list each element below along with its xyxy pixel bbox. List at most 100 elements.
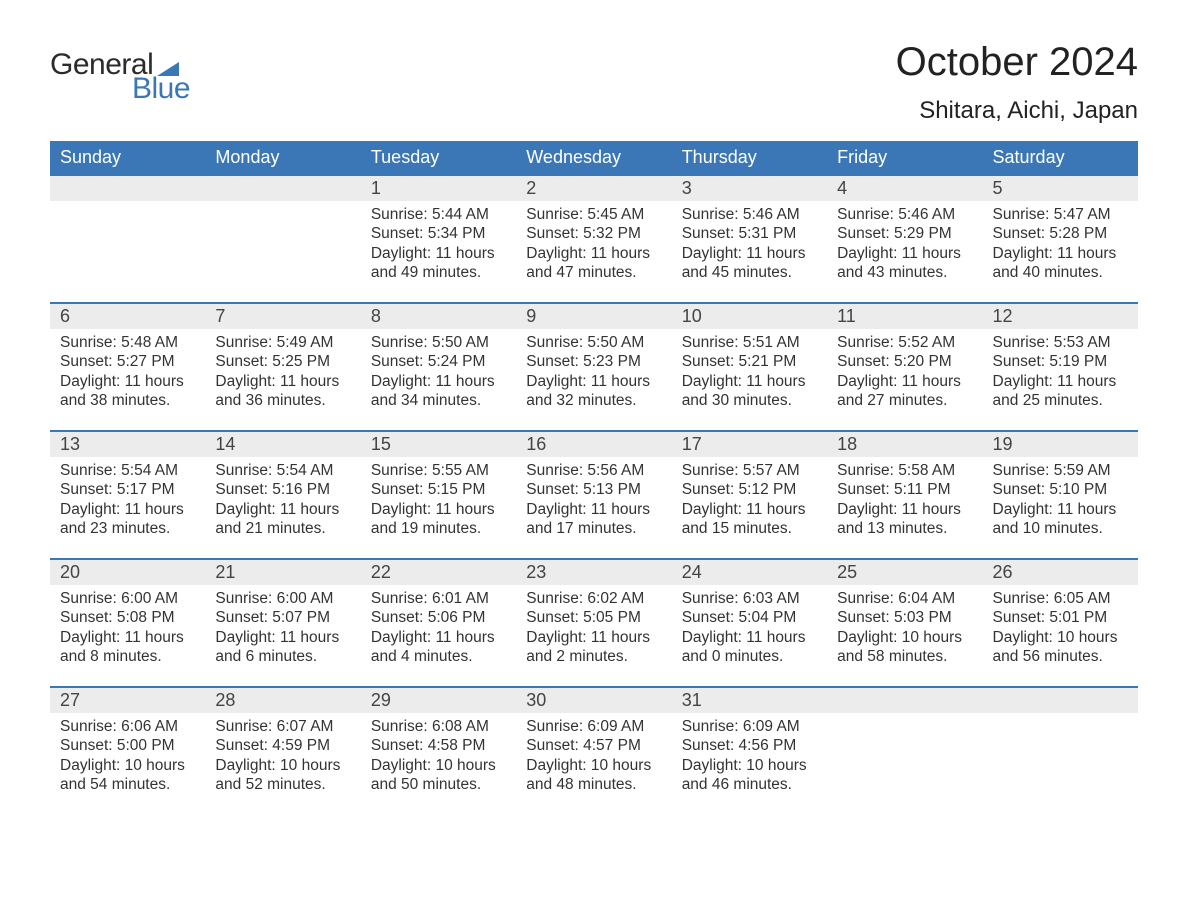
sunset-line: Sunset: 4:58 PM — [371, 736, 506, 755]
sunrise-line: Sunrise: 5:54 AM — [60, 461, 195, 480]
day-body: Sunrise: 5:58 AMSunset: 5:11 PMDaylight:… — [827, 457, 982, 547]
day-number: 8 — [361, 304, 516, 329]
calendar-cell: 15Sunrise: 5:55 AMSunset: 5:15 PMDayligh… — [361, 431, 516, 559]
calendar-cell — [827, 687, 982, 815]
day-number: 26 — [983, 560, 1138, 585]
header-row: Sunday Monday Tuesday Wednesday Thursday… — [50, 141, 1138, 175]
daylight-line: Daylight: 11 hours and 6 minutes. — [215, 628, 350, 667]
calendar-cell: 7Sunrise: 5:49 AMSunset: 5:25 PMDaylight… — [205, 303, 360, 431]
sunset-line: Sunset: 5:31 PM — [682, 224, 817, 243]
calendar-week: 27Sunrise: 6:06 AMSunset: 5:00 PMDayligh… — [50, 687, 1138, 815]
calendar-cell: 3Sunrise: 5:46 AMSunset: 5:31 PMDaylight… — [672, 175, 827, 303]
sunrise-line: Sunrise: 5:59 AM — [993, 461, 1128, 480]
daylight-line: Daylight: 11 hours and 43 minutes. — [837, 244, 972, 283]
daylight-line: Daylight: 11 hours and 27 minutes. — [837, 372, 972, 411]
sunrise-line: Sunrise: 5:53 AM — [993, 333, 1128, 352]
day-body — [205, 201, 360, 213]
logo-text-blue: Blue — [132, 72, 190, 106]
day-body — [983, 713, 1138, 725]
sunset-line: Sunset: 5:34 PM — [371, 224, 506, 243]
daylight-line: Daylight: 11 hours and 17 minutes. — [526, 500, 661, 539]
day-body: Sunrise: 5:55 AMSunset: 5:15 PMDaylight:… — [361, 457, 516, 547]
sunset-line: Sunset: 4:57 PM — [526, 736, 661, 755]
sunset-line: Sunset: 5:21 PM — [682, 352, 817, 371]
day-body: Sunrise: 6:06 AMSunset: 5:00 PMDaylight:… — [50, 713, 205, 803]
day-body: Sunrise: 6:03 AMSunset: 5:04 PMDaylight:… — [672, 585, 827, 675]
day-body: Sunrise: 6:01 AMSunset: 5:06 PMDaylight:… — [361, 585, 516, 675]
col-saturday: Saturday — [983, 141, 1138, 175]
day-number: 18 — [827, 432, 982, 457]
sunset-line: Sunset: 5:04 PM — [682, 608, 817, 627]
day-body: Sunrise: 5:46 AMSunset: 5:31 PMDaylight:… — [672, 201, 827, 291]
sunrise-line: Sunrise: 5:51 AM — [682, 333, 817, 352]
sunset-line: Sunset: 5:16 PM — [215, 480, 350, 499]
daylight-line: Daylight: 11 hours and 19 minutes. — [371, 500, 506, 539]
day-body: Sunrise: 5:45 AMSunset: 5:32 PMDaylight:… — [516, 201, 671, 291]
sunset-line: Sunset: 5:12 PM — [682, 480, 817, 499]
day-body: Sunrise: 5:51 AMSunset: 5:21 PMDaylight:… — [672, 329, 827, 419]
day-number: 9 — [516, 304, 671, 329]
sunset-line: Sunset: 5:32 PM — [526, 224, 661, 243]
calendar-cell: 30Sunrise: 6:09 AMSunset: 4:57 PMDayligh… — [516, 687, 671, 815]
day-body: Sunrise: 5:50 AMSunset: 5:24 PMDaylight:… — [361, 329, 516, 419]
sunrise-line: Sunrise: 5:55 AM — [371, 461, 506, 480]
sunset-line: Sunset: 5:29 PM — [837, 224, 972, 243]
day-number: 2 — [516, 176, 671, 201]
daylight-line: Daylight: 10 hours and 52 minutes. — [215, 756, 350, 795]
day-number: 23 — [516, 560, 671, 585]
sunrise-line: Sunrise: 5:58 AM — [837, 461, 972, 480]
sunrise-line: Sunrise: 6:01 AM — [371, 589, 506, 608]
daylight-line: Daylight: 11 hours and 4 minutes. — [371, 628, 506, 667]
calendar-week: 6Sunrise: 5:48 AMSunset: 5:27 PMDaylight… — [50, 303, 1138, 431]
sunset-line: Sunset: 5:28 PM — [993, 224, 1128, 243]
day-number: 24 — [672, 560, 827, 585]
calendar-cell — [983, 687, 1138, 815]
sunrise-line: Sunrise: 6:02 AM — [526, 589, 661, 608]
sunrise-line: Sunrise: 5:56 AM — [526, 461, 661, 480]
sunset-line: Sunset: 4:59 PM — [215, 736, 350, 755]
day-number: 11 — [827, 304, 982, 329]
day-number — [50, 176, 205, 201]
daylight-line: Daylight: 10 hours and 58 minutes. — [837, 628, 972, 667]
calendar-cell: 18Sunrise: 5:58 AMSunset: 5:11 PMDayligh… — [827, 431, 982, 559]
calendar-cell: 25Sunrise: 6:04 AMSunset: 5:03 PMDayligh… — [827, 559, 982, 687]
calendar-cell: 12Sunrise: 5:53 AMSunset: 5:19 PMDayligh… — [983, 303, 1138, 431]
sunrise-line: Sunrise: 5:52 AM — [837, 333, 972, 352]
sunset-line: Sunset: 5:08 PM — [60, 608, 195, 627]
daylight-line: Daylight: 10 hours and 46 minutes. — [682, 756, 817, 795]
day-number: 3 — [672, 176, 827, 201]
day-number: 1 — [361, 176, 516, 201]
day-body: Sunrise: 5:53 AMSunset: 5:19 PMDaylight:… — [983, 329, 1138, 419]
calendar-cell: 17Sunrise: 5:57 AMSunset: 5:12 PMDayligh… — [672, 431, 827, 559]
daylight-line: Daylight: 10 hours and 48 minutes. — [526, 756, 661, 795]
day-body: Sunrise: 5:57 AMSunset: 5:12 PMDaylight:… — [672, 457, 827, 547]
sunset-line: Sunset: 5:00 PM — [60, 736, 195, 755]
day-number: 31 — [672, 688, 827, 713]
sunrise-line: Sunrise: 5:48 AM — [60, 333, 195, 352]
calendar-cell: 16Sunrise: 5:56 AMSunset: 5:13 PMDayligh… — [516, 431, 671, 559]
calendar-cell: 21Sunrise: 6:00 AMSunset: 5:07 PMDayligh… — [205, 559, 360, 687]
sunset-line: Sunset: 5:07 PM — [215, 608, 350, 627]
day-number: 27 — [50, 688, 205, 713]
sunrise-line: Sunrise: 6:09 AM — [682, 717, 817, 736]
daylight-line: Daylight: 11 hours and 49 minutes. — [371, 244, 506, 283]
day-body — [827, 713, 982, 725]
day-body: Sunrise: 5:54 AMSunset: 5:16 PMDaylight:… — [205, 457, 360, 547]
col-sunday: Sunday — [50, 141, 205, 175]
sunrise-line: Sunrise: 5:49 AM — [215, 333, 350, 352]
sunset-line: Sunset: 5:23 PM — [526, 352, 661, 371]
calendar-week: 1Sunrise: 5:44 AMSunset: 5:34 PMDaylight… — [50, 175, 1138, 303]
calendar-cell: 27Sunrise: 6:06 AMSunset: 5:00 PMDayligh… — [50, 687, 205, 815]
day-number: 29 — [361, 688, 516, 713]
col-monday: Monday — [205, 141, 360, 175]
daylight-line: Daylight: 11 hours and 13 minutes. — [837, 500, 972, 539]
calendar-cell: 20Sunrise: 6:00 AMSunset: 5:08 PMDayligh… — [50, 559, 205, 687]
calendar-cell — [50, 175, 205, 303]
sunset-line: Sunset: 5:25 PM — [215, 352, 350, 371]
sunrise-line: Sunrise: 5:50 AM — [371, 333, 506, 352]
sunrise-line: Sunrise: 5:50 AM — [526, 333, 661, 352]
sunrise-line: Sunrise: 5:46 AM — [682, 205, 817, 224]
daylight-line: Daylight: 11 hours and 0 minutes. — [682, 628, 817, 667]
day-number: 22 — [361, 560, 516, 585]
daylight-line: Daylight: 11 hours and 15 minutes. — [682, 500, 817, 539]
